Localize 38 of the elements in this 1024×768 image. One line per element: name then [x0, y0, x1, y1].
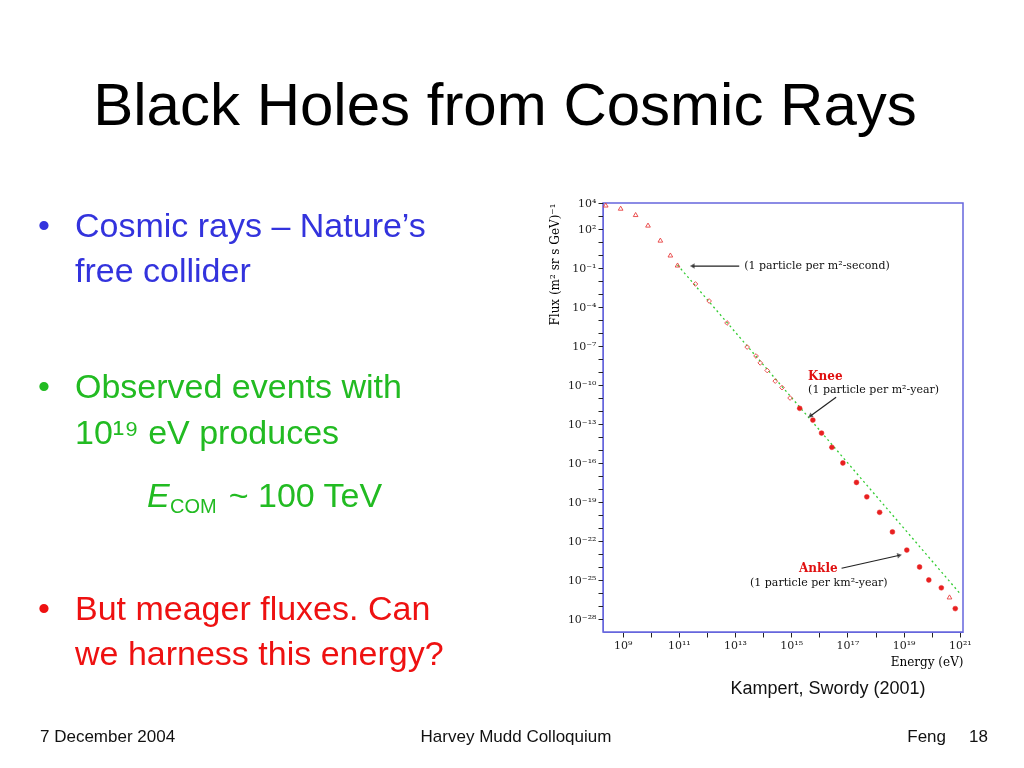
y-tick-label: 10⁻²⁸	[567, 612, 598, 626]
x-tick-label: 10¹⁷	[836, 638, 860, 652]
annotation: (1 particle per m²-second)	[744, 259, 890, 273]
text: • Cosmic rays – Nature’s	[38, 206, 426, 244]
x-axis-title: Energy (eV)	[890, 654, 964, 669]
text: 7 December 2004	[40, 727, 176, 746]
y-tick-label: 10⁻¹	[572, 261, 597, 275]
y-tick-label: 10⁴	[578, 196, 598, 210]
y-tick-label: 10⁻¹⁶	[567, 456, 598, 470]
annotation: Ankle	[798, 561, 838, 576]
y-tick-label: 10⁻²²	[567, 534, 597, 548]
annotation: (1 particle per m²-year)	[808, 383, 940, 397]
x-tick-label: 10²¹	[948, 638, 972, 652]
annotation: Knee	[808, 369, 843, 384]
text: 18	[969, 727, 988, 746]
y-tick-label: 10⁻¹⁹	[567, 495, 598, 509]
y-axis-title: Flux (m² sr s GeV)⁻¹	[547, 203, 562, 326]
y-tick-label: 10⁻¹⁰	[567, 378, 598, 392]
x-tick-label: 10¹¹	[667, 638, 691, 652]
x-tick-label: 10¹⁹	[892, 638, 917, 652]
annotation: (1 particle per km²-year)	[750, 576, 888, 589]
x-tick-label: 10⁹	[613, 638, 633, 652]
y-tick-label: 10⁻¹³	[567, 417, 597, 431]
y-tick-label: 10²	[578, 222, 597, 236]
text: free collider	[75, 251, 251, 289]
text: • Observed events with	[38, 367, 402, 405]
y-tick-label: 10⁻⁴	[572, 300, 598, 314]
text: Kampert, Swordy (2001)	[730, 678, 926, 698]
x-tick-label: 10¹³	[724, 638, 747, 652]
text: • But meager fluxes. Can	[38, 589, 431, 627]
y-tick-label: 10⁻²⁵	[567, 573, 597, 587]
x-tick-label: 10¹⁵	[780, 638, 804, 652]
y-tick-label: 10⁻⁷	[572, 339, 598, 353]
text: Harvey Mudd Colloquium	[420, 727, 612, 746]
text: 10¹⁹ eV produces	[75, 413, 340, 451]
text: Feng	[907, 727, 946, 746]
text: we harness this energy?	[74, 634, 444, 672]
chart-title: Black Holes from Cosmic Rays	[93, 71, 917, 138]
